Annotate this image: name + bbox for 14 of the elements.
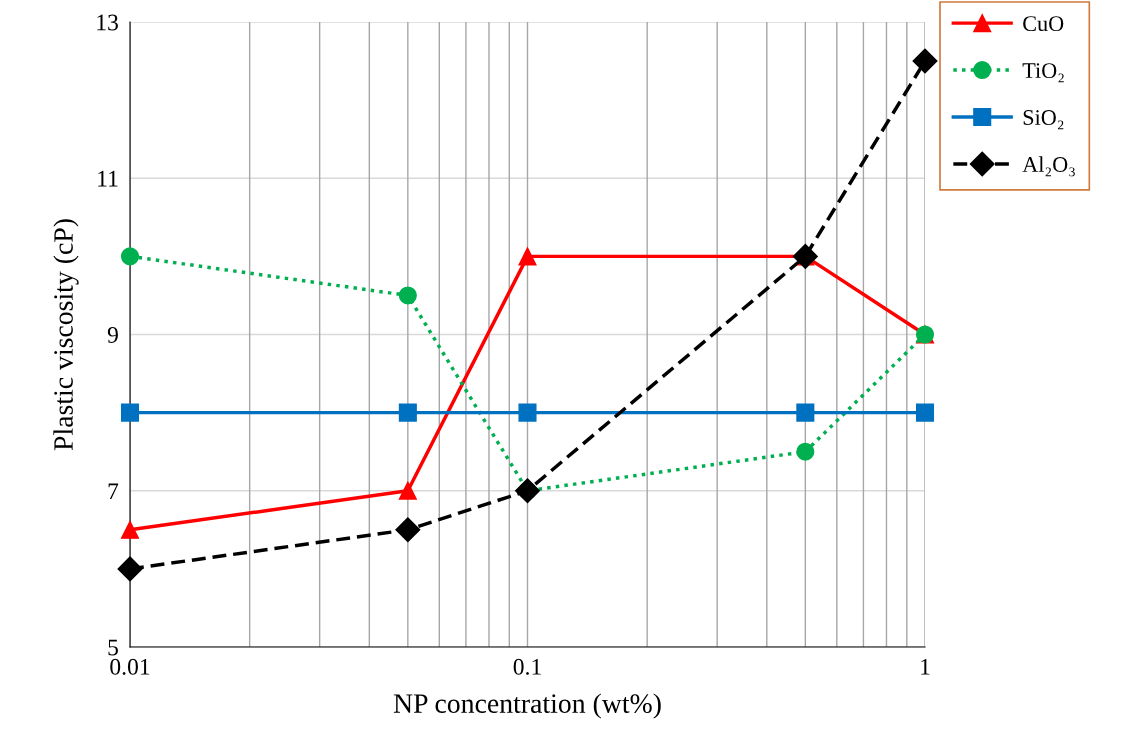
x-axis-title: NP concentration (wt%): [393, 693, 661, 719]
legend-label: SiO₂: [1023, 110, 1064, 130]
y-axis-title: Plastic viscosity (cP): [53, 219, 79, 451]
x-tick-label: 0.01: [110, 658, 150, 675]
y-tick-label: 9: [107, 327, 118, 343]
y-tick-label: 7: [108, 483, 119, 499]
legend-label: TiO₂: [1022, 63, 1064, 83]
y-tick-label: 11: [98, 170, 118, 187]
y-tick-label: 13: [97, 14, 118, 31]
legend-label: Al₂O₃: [1022, 156, 1075, 177]
x-tick-label: 0.1: [513, 658, 541, 675]
legend-label: CuO: [1023, 16, 1064, 32]
x-tick-label: 1: [921, 658, 930, 675]
y-tick-label: 5: [108, 639, 118, 656]
